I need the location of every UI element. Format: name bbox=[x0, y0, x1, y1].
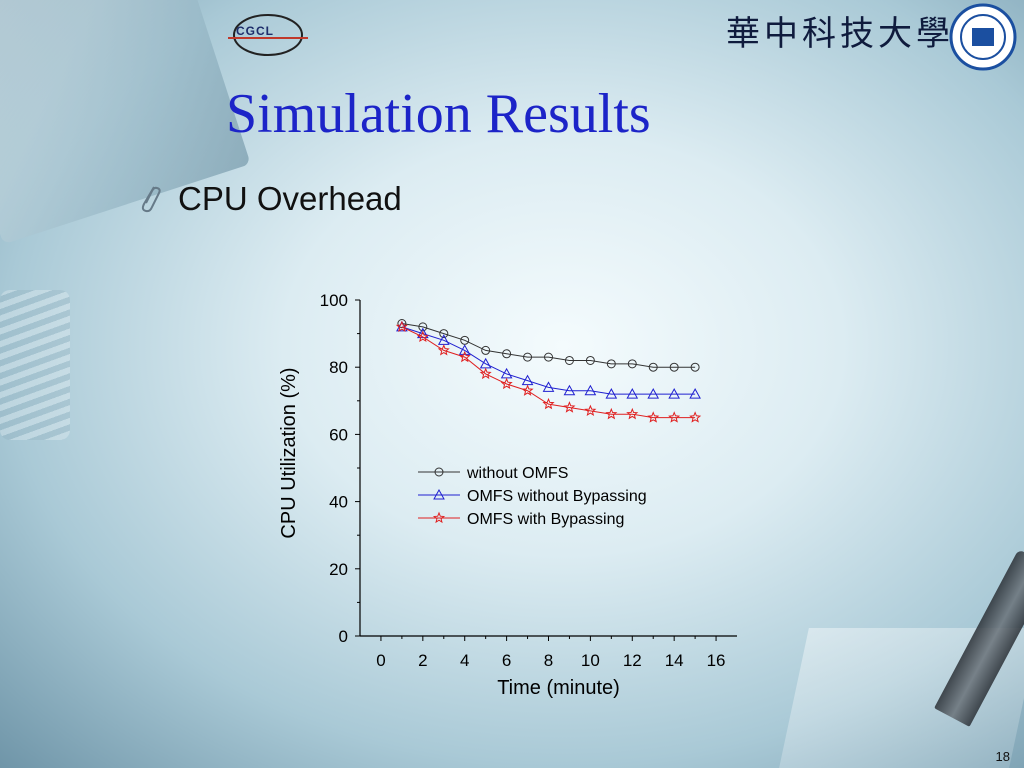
y-tick-label: 100 bbox=[320, 291, 348, 310]
data-point bbox=[606, 359, 616, 369]
data-point bbox=[585, 355, 595, 365]
logo-text: CGCL bbox=[236, 24, 274, 38]
series-line-1 bbox=[401, 323, 696, 368]
data-point bbox=[397, 319, 407, 329]
data-point bbox=[416, 330, 429, 343]
data-point bbox=[458, 350, 471, 363]
data-point bbox=[647, 411, 660, 423]
data-point bbox=[626, 388, 639, 399]
data-point bbox=[542, 397, 555, 410]
data-point bbox=[439, 329, 449, 339]
y-tick-label: 20 bbox=[329, 560, 348, 579]
x-tick-label: 0 bbox=[376, 651, 385, 670]
legend-label: OMFS with Bypassing bbox=[467, 511, 624, 528]
data-point bbox=[544, 352, 553, 362]
legend-marker bbox=[434, 467, 444, 477]
university-name: 華中科技大學 bbox=[726, 14, 954, 54]
data-point bbox=[668, 411, 681, 423]
series-line-2 bbox=[401, 326, 696, 395]
legend-label: without OMFS bbox=[466, 465, 568, 482]
bullet-text: CPU Overhead bbox=[178, 180, 402, 217]
data-point bbox=[563, 384, 576, 396]
data-point bbox=[584, 404, 597, 416]
x-tick-label: 6 bbox=[502, 651, 511, 670]
data-point bbox=[502, 349, 512, 359]
data-point bbox=[460, 335, 470, 345]
data-point bbox=[605, 407, 618, 420]
x-tick-label: 4 bbox=[460, 651, 469, 670]
data-point bbox=[458, 344, 471, 355]
x-axis-label: Time (minute) bbox=[497, 677, 620, 699]
y-axis-label: CPU Utilization (%) bbox=[278, 367, 300, 538]
paperclip-icon bbox=[141, 186, 161, 213]
legend-label: OMFS without Bypassing bbox=[467, 488, 647, 505]
legend-marker bbox=[433, 488, 445, 500]
data-point bbox=[669, 362, 679, 372]
data-point bbox=[437, 344, 450, 356]
data-point bbox=[523, 352, 533, 362]
cgcl-logo bbox=[228, 14, 308, 56]
y-tick-label: 60 bbox=[329, 425, 348, 444]
series-line-3 bbox=[401, 326, 696, 419]
data-point bbox=[584, 384, 597, 396]
data-point bbox=[627, 359, 637, 369]
x-tick-label: 12 bbox=[623, 651, 642, 670]
y-tick-label: 80 bbox=[329, 358, 348, 377]
data-point bbox=[395, 320, 408, 332]
data-point bbox=[481, 345, 491, 355]
data-point bbox=[521, 384, 534, 396]
data-point bbox=[626, 407, 639, 420]
data-point bbox=[564, 355, 574, 365]
data-point bbox=[479, 367, 492, 380]
data-point bbox=[542, 381, 555, 392]
data-point bbox=[563, 401, 576, 413]
x-tick-label: 10 bbox=[581, 651, 600, 670]
data-point bbox=[647, 388, 660, 399]
data-point bbox=[500, 377, 513, 390]
data-point bbox=[648, 362, 658, 372]
data-point bbox=[668, 388, 681, 399]
x-tick-label: 16 bbox=[707, 651, 726, 670]
paperclips-decoration bbox=[0, 290, 70, 440]
data-point bbox=[689, 388, 701, 399]
x-tick-label: 14 bbox=[665, 651, 684, 670]
page-number: 18 bbox=[995, 749, 1010, 764]
x-tick-label: 8 bbox=[544, 651, 553, 670]
legend-marker bbox=[432, 511, 446, 524]
slide-title: Simulation Results bbox=[226, 83, 651, 145]
data-point bbox=[689, 411, 702, 423]
data-point bbox=[605, 388, 618, 399]
data-point bbox=[690, 362, 700, 372]
data-point bbox=[396, 320, 408, 332]
x-tick-label: 2 bbox=[418, 651, 427, 670]
data-point bbox=[416, 327, 429, 339]
university-seal-icon bbox=[949, 3, 1017, 71]
y-tick-label: 40 bbox=[329, 493, 348, 512]
y-tick-label: 0 bbox=[339, 627, 348, 646]
